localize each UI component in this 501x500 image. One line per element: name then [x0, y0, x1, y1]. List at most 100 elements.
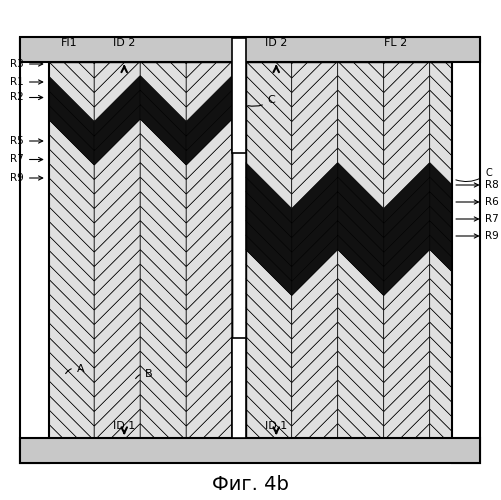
- Polygon shape: [338, 192, 384, 252]
- Polygon shape: [384, 220, 430, 281]
- Polygon shape: [140, 148, 186, 208]
- Polygon shape: [430, 264, 453, 302]
- Polygon shape: [245, 409, 275, 438]
- Polygon shape: [186, 380, 232, 438]
- Polygon shape: [186, 62, 188, 64]
- Polygon shape: [245, 351, 292, 412]
- Polygon shape: [430, 90, 453, 128]
- Text: R5: R5: [10, 136, 43, 146]
- Text: ID 2: ID 2: [113, 38, 135, 48]
- Polygon shape: [140, 206, 186, 266]
- Polygon shape: [338, 264, 384, 324]
- Polygon shape: [430, 394, 453, 432]
- Polygon shape: [48, 104, 94, 165]
- Polygon shape: [245, 278, 292, 339]
- Polygon shape: [141, 62, 186, 107]
- Text: R1: R1: [10, 77, 43, 87]
- Polygon shape: [49, 62, 94, 107]
- Polygon shape: [140, 104, 186, 165]
- Polygon shape: [430, 351, 453, 389]
- Polygon shape: [430, 322, 453, 360]
- Text: FL 2: FL 2: [384, 38, 407, 48]
- Text: R8: R8: [456, 180, 499, 190]
- Polygon shape: [186, 178, 232, 238]
- Polygon shape: [140, 308, 186, 368]
- Polygon shape: [338, 351, 384, 412]
- Polygon shape: [245, 264, 292, 324]
- Polygon shape: [386, 394, 430, 438]
- Polygon shape: [338, 119, 384, 180]
- Polygon shape: [186, 163, 232, 223]
- Polygon shape: [292, 62, 308, 78]
- Polygon shape: [218, 424, 232, 438]
- Polygon shape: [384, 336, 430, 397]
- Polygon shape: [93, 62, 94, 64]
- Polygon shape: [384, 177, 430, 238]
- Polygon shape: [245, 119, 292, 180]
- Polygon shape: [292, 380, 338, 438]
- Polygon shape: [338, 148, 384, 208]
- Polygon shape: [186, 62, 217, 92]
- Polygon shape: [292, 148, 338, 208]
- Polygon shape: [245, 177, 292, 238]
- Polygon shape: [384, 119, 430, 180]
- Polygon shape: [245, 192, 292, 252]
- Polygon shape: [245, 308, 292, 368]
- Polygon shape: [384, 351, 430, 412]
- Polygon shape: [415, 424, 430, 438]
- Polygon shape: [431, 62, 453, 84]
- Polygon shape: [292, 76, 338, 136]
- Polygon shape: [48, 293, 94, 354]
- Polygon shape: [384, 148, 430, 208]
- Polygon shape: [245, 424, 260, 438]
- Polygon shape: [384, 62, 414, 92]
- Polygon shape: [185, 62, 186, 64]
- Polygon shape: [430, 148, 453, 186]
- Polygon shape: [94, 177, 140, 238]
- Polygon shape: [48, 90, 94, 150]
- Polygon shape: [290, 62, 292, 64]
- Polygon shape: [430, 104, 453, 142]
- Polygon shape: [48, 264, 94, 324]
- Polygon shape: [309, 409, 338, 438]
- Polygon shape: [430, 424, 444, 438]
- Polygon shape: [94, 322, 140, 382]
- Polygon shape: [292, 90, 338, 150]
- Polygon shape: [186, 221, 232, 281]
- Polygon shape: [338, 308, 384, 368]
- Polygon shape: [338, 293, 384, 354]
- Polygon shape: [48, 148, 94, 208]
- Polygon shape: [94, 336, 140, 397]
- Polygon shape: [48, 409, 77, 438]
- Polygon shape: [140, 177, 186, 238]
- Polygon shape: [384, 62, 430, 122]
- Polygon shape: [430, 192, 453, 230]
- Polygon shape: [292, 336, 338, 397]
- Polygon shape: [338, 278, 384, 339]
- Polygon shape: [292, 162, 338, 223]
- Bar: [232, 338, 245, 438]
- Polygon shape: [94, 162, 140, 223]
- Polygon shape: [384, 235, 430, 296]
- Polygon shape: [48, 235, 94, 296]
- Polygon shape: [48, 308, 94, 368]
- Polygon shape: [338, 322, 384, 382]
- Text: C: C: [248, 95, 276, 106]
- Polygon shape: [186, 366, 232, 426]
- Polygon shape: [245, 293, 292, 354]
- Bar: [245, 62, 453, 438]
- Polygon shape: [430, 119, 453, 157]
- Polygon shape: [97, 394, 140, 438]
- Polygon shape: [338, 162, 384, 223]
- Polygon shape: [338, 380, 384, 438]
- Polygon shape: [94, 366, 140, 426]
- Polygon shape: [140, 380, 186, 438]
- Polygon shape: [140, 394, 184, 438]
- Polygon shape: [94, 134, 140, 194]
- Polygon shape: [156, 62, 186, 92]
- Polygon shape: [292, 177, 338, 238]
- Polygon shape: [292, 278, 338, 339]
- Polygon shape: [245, 250, 292, 310]
- Polygon shape: [430, 235, 453, 273]
- Polygon shape: [48, 366, 94, 426]
